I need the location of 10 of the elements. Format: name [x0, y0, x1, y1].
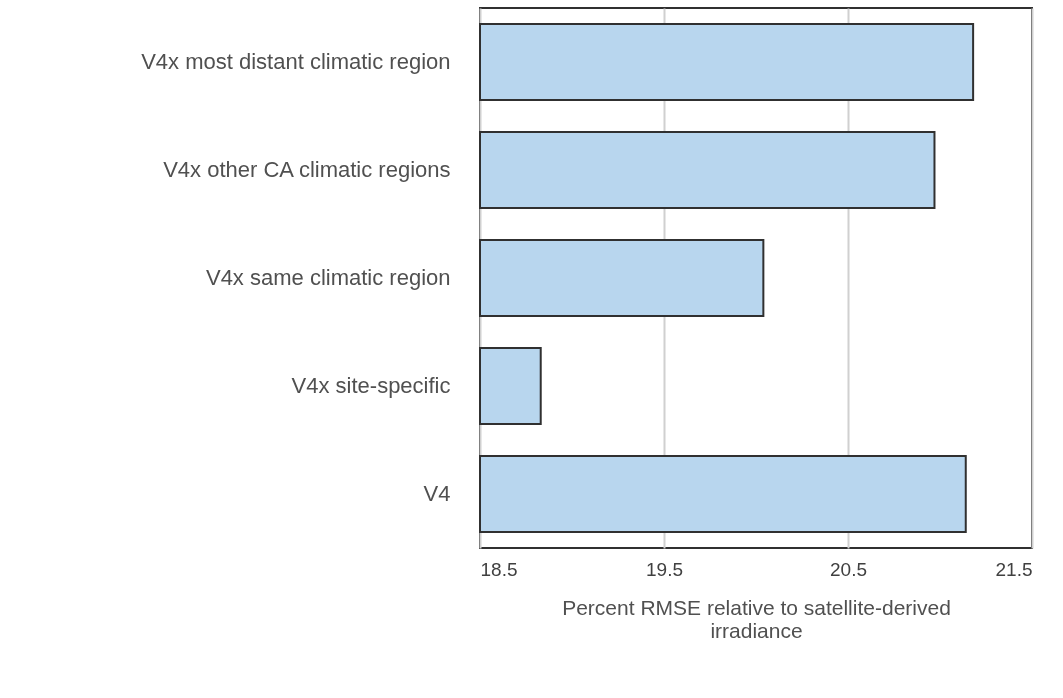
x-axis-title: Percent RMSE relative to satellite-derived irradiance — [562, 595, 951, 642]
x-tick-label: 21.5 — [995, 558, 1033, 580]
y-tick-label: V4 — [423, 481, 451, 506]
y-tick-label: V4x most distant climatic region — [141, 49, 451, 74]
x-tick-label: 19.5 — [646, 558, 683, 580]
x-tick-label: 18.5 — [480, 558, 518, 580]
y-tick-label: V4x site-specific — [291, 373, 451, 398]
x-tick-label: 20.5 — [830, 558, 867, 580]
y-tick-label: V4x other CA climatic regions — [163, 157, 451, 182]
y-tick-label: V4x same climatic region — [205, 265, 451, 290]
